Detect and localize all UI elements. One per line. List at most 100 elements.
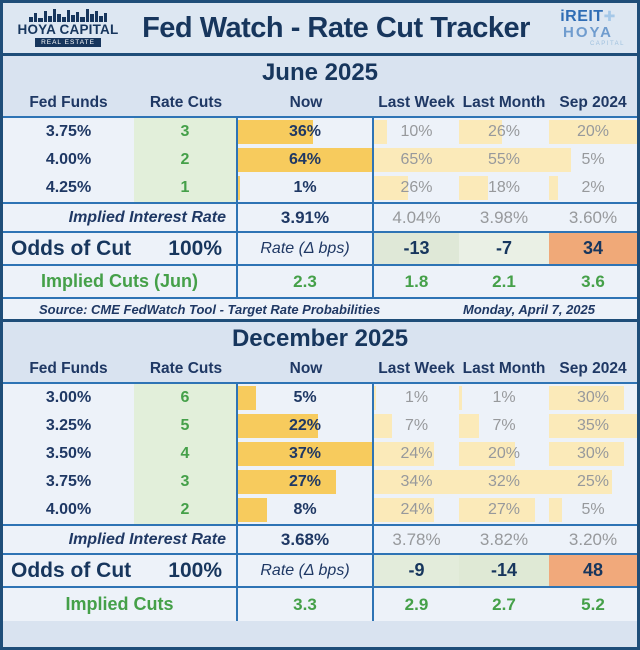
data-bar: [374, 176, 408, 200]
table-section-december: December 2025 Fed Funds Rate Cuts Now La…: [3, 322, 637, 621]
section-title-june: June 2025: [261, 59, 379, 86]
source-text: Source: CME FedWatch Tool - Target Rate …: [39, 301, 381, 317]
table-row: 3.50% 4 37% 24% 20% 30%: [3, 440, 637, 468]
implied-cuts-label: Implied Cuts: [3, 588, 238, 621]
rate-cuts-value: 3: [134, 468, 238, 496]
iir-now-value: 3.91%: [238, 204, 374, 231]
implied-cuts-label: Implied Cuts (Jun): [3, 266, 238, 297]
now-cell: 1%: [238, 174, 374, 202]
implied-cuts-last-month: 2.1: [492, 271, 516, 291]
implied-cuts-last-week: 1.8: [404, 271, 429, 291]
col-header-fed-funds: Fed Funds: [29, 94, 108, 111]
now-cell: 36%: [238, 118, 374, 146]
data-bar: [374, 386, 377, 410]
data-bar: [238, 498, 267, 522]
implied-interest-rate-row: Implied Interest Rate 3.68% 3.78% 3.82% …: [3, 524, 637, 553]
last-month-cell: 7%: [459, 412, 549, 440]
sep-2024-cell: 30%: [549, 384, 637, 412]
fed-funds-value: 3.50%: [45, 445, 92, 462]
table-row: 3.25% 5 22% 7% 7% 35%: [3, 412, 637, 440]
data-bar: [374, 470, 459, 494]
hoya-capital-logo: HOYA CAPITAL REAL ESTATE: [9, 9, 127, 47]
date-text: Monday, April 7, 2025: [463, 301, 595, 317]
iir-last-week-value: 4.04%: [392, 207, 441, 227]
last-week-cell: 65%: [374, 146, 459, 174]
data-bar: [238, 386, 257, 410]
data-bar: [238, 442, 372, 466]
implied-cuts-row: Implied Cuts (Jun) 2.3 1.8 2.1 3.6: [3, 266, 637, 297]
rate-delta-label: Rate (Δ bps): [238, 555, 374, 586]
rate-delta-label: Rate (Δ bps): [238, 233, 374, 264]
last-week-cell: 24%: [374, 440, 459, 468]
data-bar: [549, 442, 625, 466]
implied-interest-rate-row: Implied Interest Rate 3.91% 4.04% 3.98% …: [3, 202, 637, 231]
col-header-now: Now: [289, 360, 323, 377]
implied-cuts-now: 3.3: [238, 588, 374, 621]
implied-cuts-row: Implied Cuts 3.3 2.9 2.7 5.2: [3, 588, 637, 621]
logo-left-title: HOYA CAPITAL: [17, 22, 119, 38]
fed-funds-value: 4.25%: [45, 179, 92, 196]
data-bar: [549, 414, 637, 438]
data-bar: [374, 442, 434, 466]
ireit-hoya-logo: iREIT✚ HOYA CAPITAL: [545, 8, 631, 48]
data-bar: [549, 120, 637, 144]
data-bar: [459, 414, 479, 438]
table-row: 3.75% 3 27% 34% 32% 25%: [3, 468, 637, 496]
now-cell: 37%: [238, 440, 374, 468]
data-bar: [549, 470, 612, 494]
col-header-rate-cuts: Rate Cuts: [149, 360, 223, 377]
data-bar: [238, 414, 318, 438]
probability-rows-december: 3.00% 6 5% 1% 1% 30% 3.25% 5 22% 7% 7% 35% 3.50% 4 37%…: [3, 384, 637, 524]
data-bar: [549, 498, 562, 522]
rate-delta-last-week: -13: [374, 233, 459, 264]
fed-funds-value: 3.75%: [45, 123, 92, 140]
iir-sep-2024-value: 3.20%: [568, 529, 618, 549]
implied-cuts-last-month: 2.7: [492, 594, 516, 614]
data-bar: [374, 148, 459, 172]
fed-funds-value: 3.00%: [45, 389, 92, 406]
data-bar: [459, 442, 516, 466]
table-section-june: June 2025 Fed Funds Rate Cuts Now Last W…: [3, 56, 637, 297]
last-week-cell: 34%: [374, 468, 459, 496]
odds-label-text: Odds of Cut: [11, 558, 132, 582]
now-cell: 8%: [238, 496, 374, 524]
table-row: 4.25% 1 1% 26% 18% 2%: [3, 174, 637, 202]
col-header-sep-2024: Sep 2024: [559, 94, 627, 111]
logo-right-subtitle: CAPITAL: [589, 41, 625, 47]
rate-cuts-value: 1: [134, 174, 238, 202]
odds-label-text: Odds of Cut: [11, 236, 132, 260]
last-month-cell: 18%: [459, 174, 549, 202]
table-row: 4.00% 2 8% 24% 27% 5%: [3, 496, 637, 524]
last-month-cell: 27%: [459, 496, 549, 524]
implied-cuts-sep-2024: 5.2: [581, 594, 605, 614]
header: HOYA CAPITAL REAL ESTATE Fed Watch - Rat…: [3, 3, 637, 56]
col-header-last-month: Last Month: [462, 360, 546, 377]
implied-interest-rate-label: Implied Interest Rate: [3, 526, 238, 553]
data-bar: [238, 176, 241, 200]
rate-delta-sep-2024: 48: [549, 555, 637, 586]
col-header-last-month: Last Month: [462, 94, 546, 111]
data-bar: [459, 470, 549, 494]
last-week-cell: 10%: [374, 118, 459, 146]
last-month-cell: 32%: [459, 468, 549, 496]
iir-sep-2024-value: 3.60%: [568, 207, 618, 227]
plus-icon: ✚: [603, 8, 616, 24]
fed-funds-value: 4.00%: [45, 501, 92, 518]
odds-of-cut-label: Odds of Cut 100%: [3, 555, 238, 586]
iir-last-month-value: 3.98%: [479, 207, 529, 227]
last-month-cell: 26%: [459, 118, 549, 146]
data-bar: [238, 470, 336, 494]
col-header-now: Now: [289, 94, 323, 111]
logo-right-middle: HOYA: [563, 24, 613, 41]
probability-rows-june: 3.75% 3 36% 10% 26% 20% 4.00% 2 64% 65% 55% 5% 4.25%…: [3, 118, 637, 202]
table-row: 3.75% 3 36% 10% 26% 20%: [3, 118, 637, 146]
column-headers: Fed Funds Rate Cuts Now Last Week Last M…: [3, 89, 637, 118]
fed-funds-value: 3.25%: [45, 417, 92, 434]
column-headers: Fed Funds Rate Cuts Now Last Week Last M…: [3, 355, 637, 384]
logo-right-top: iREIT: [560, 8, 604, 25]
col-header-rate-cuts: Rate Cuts: [149, 94, 223, 111]
implied-cuts-sep-2024: 3.6: [581, 271, 605, 291]
rate-cuts-value: 3: [134, 118, 238, 146]
sep-2024-cell: 20%: [549, 118, 637, 146]
rate-cuts-value: 6: [134, 384, 238, 412]
